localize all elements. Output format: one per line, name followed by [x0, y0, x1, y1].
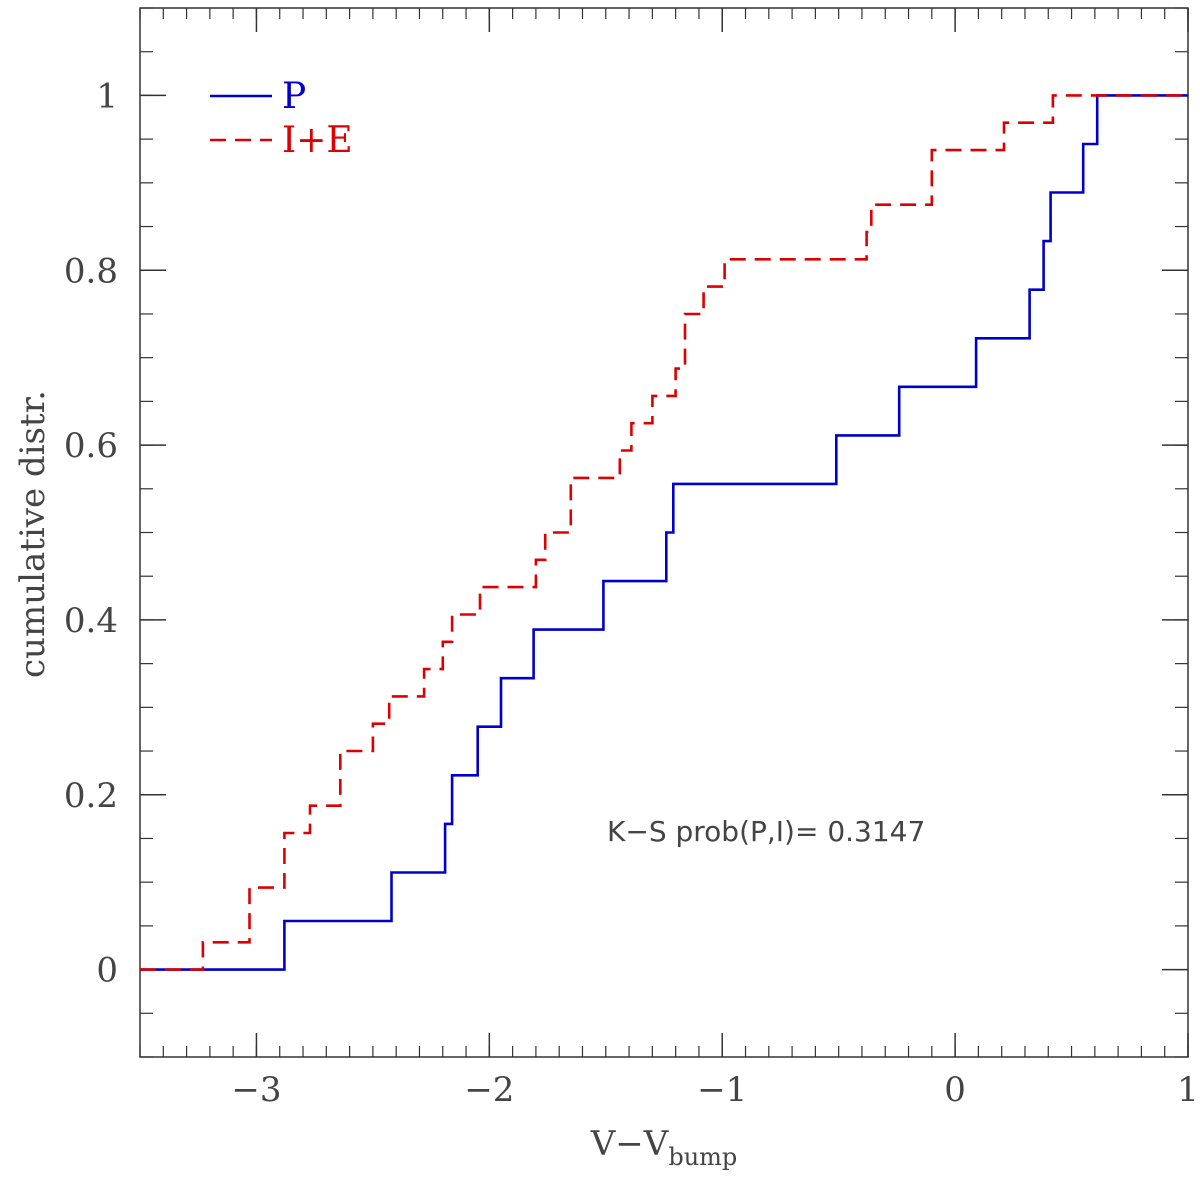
plot-frame: [139, 7, 1189, 1058]
x-axis-title: V−Vbump: [590, 1124, 738, 1171]
x-tick-label: −2: [464, 1070, 514, 1110]
x-tick-label: 0: [944, 1070, 966, 1110]
ks-probability-annotation: K−S prob(P,I)= 0.3147: [607, 815, 925, 848]
y-tick-label: 1: [96, 76, 118, 116]
y-tick-label: 0: [96, 951, 118, 991]
y-tick-label: 0.2: [64, 776, 118, 816]
legend-label: P: [282, 76, 306, 117]
y-tick-label: 0.8: [64, 251, 118, 291]
x-tick-label: 1: [1177, 1070, 1199, 1110]
series-line-i-e: [140, 94, 1188, 971]
x-tick-label: −3: [231, 1070, 281, 1110]
x-axis-title-subscript: bump: [668, 1143, 737, 1171]
legend-label: I+E: [282, 120, 353, 161]
x-tick-label: −1: [697, 1070, 747, 1110]
y-tick-label: 0.4: [64, 601, 118, 641]
y-axis-title: cumulative distr.: [13, 390, 53, 678]
x-axis-title-main: V−V: [590, 1124, 670, 1164]
series-line-p: [140, 94, 1188, 971]
y-tick-label: 0.6: [64, 426, 118, 466]
